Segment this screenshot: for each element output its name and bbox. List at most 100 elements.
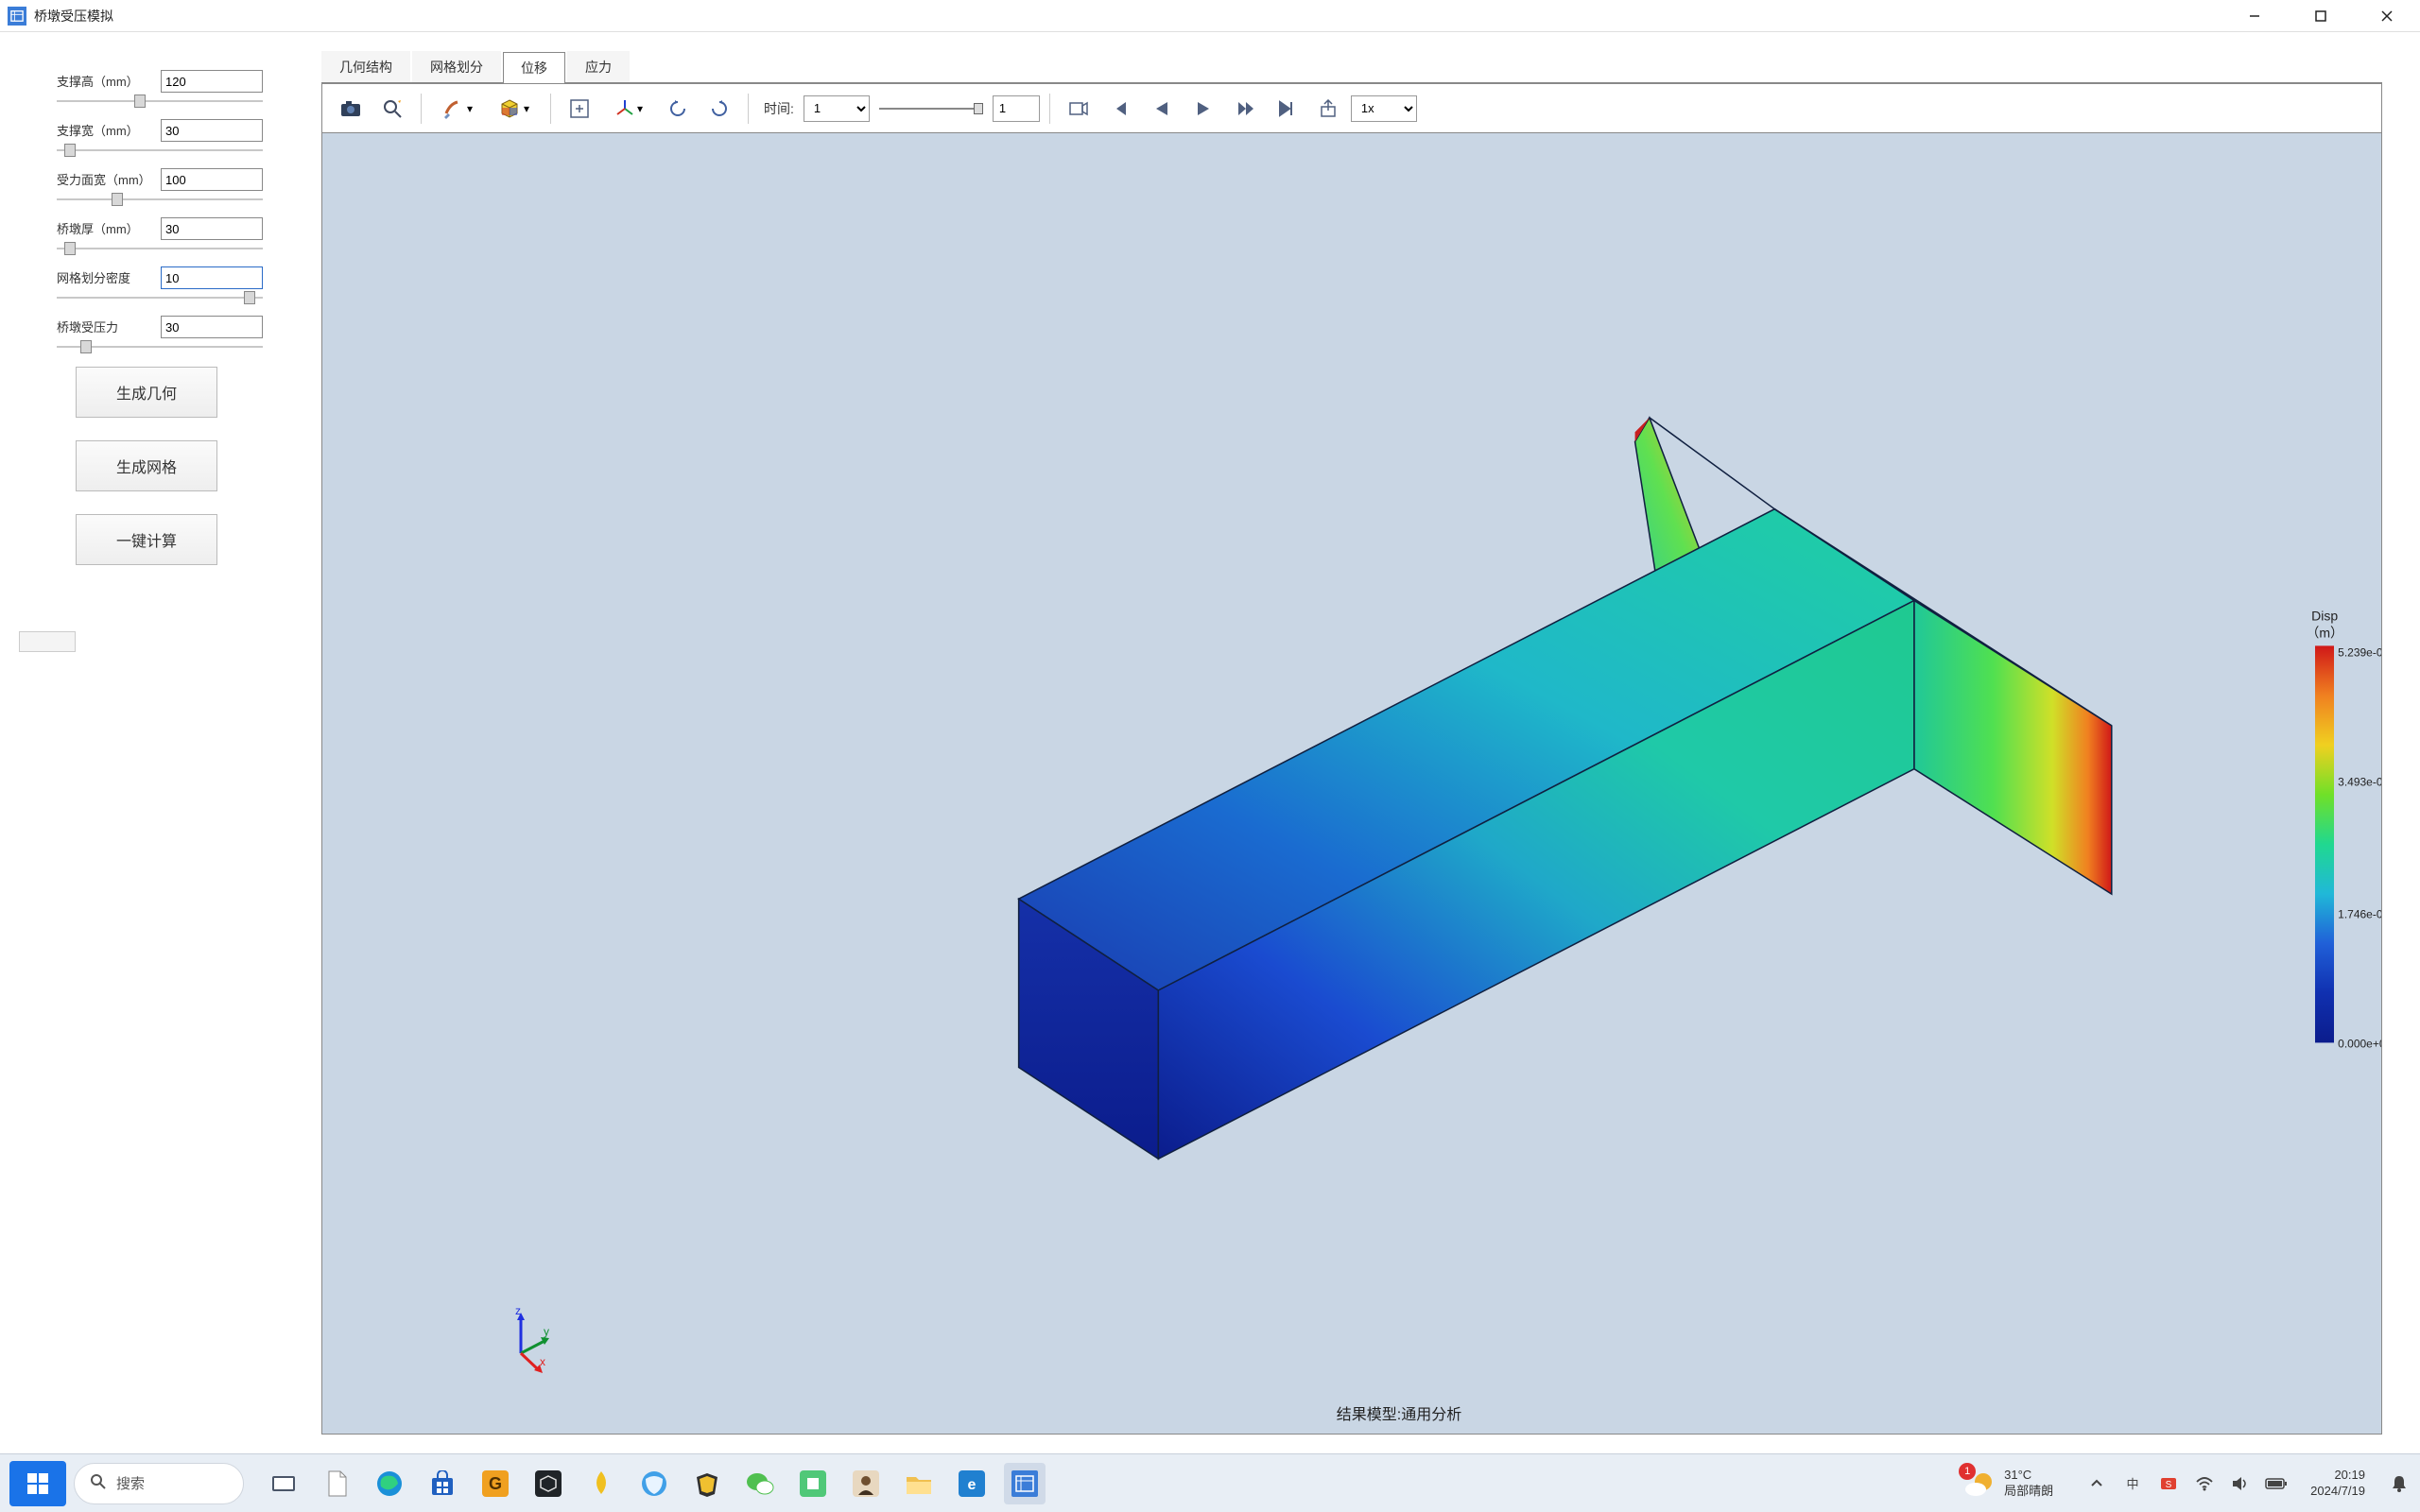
file-icon[interactable] <box>316 1463 357 1504</box>
param-input[interactable] <box>161 119 263 142</box>
generate-mesh-button[interactable]: 生成网格 <box>76 440 217 491</box>
taskbar-search[interactable]: 搜索 <box>74 1463 244 1504</box>
weather-icon: 1 <box>1962 1467 1996 1501</box>
parameter-sidebar: 支撑高（mm）支撑宽（mm）受力面宽（mm）桥墩厚（mm）网格划分密度桥墩受压力… <box>0 32 321 1453</box>
taskbar-clock[interactable]: 20:19 2024/7/19 <box>2310 1468 2365 1500</box>
windows-taskbar: 搜索 G e 1 31°C 局部晴朗 中 S <box>0 1453 2420 1512</box>
param-input[interactable] <box>161 168 263 191</box>
compute-button[interactable]: 一键计算 <box>76 514 217 565</box>
battery-icon[interactable] <box>2265 1472 2288 1495</box>
record-icon[interactable] <box>1060 92 1098 126</box>
minimize-button[interactable] <box>2221 0 2288 31</box>
next-icon[interactable] <box>1226 92 1264 126</box>
param-row: 受力面宽（mm） <box>57 168 302 191</box>
tab-1[interactable]: 网格划分 <box>412 51 501 82</box>
app-p-icon[interactable]: e <box>951 1463 993 1504</box>
app-icon <box>8 7 26 26</box>
param-input[interactable] <box>161 70 263 93</box>
legend-tick: 0.000e+00 <box>2338 1037 2382 1050</box>
svg-text:S: S <box>2166 1480 2172 1490</box>
ime-icon[interactable]: 中 <box>2121 1472 2144 1495</box>
notifications-icon[interactable] <box>2388 1472 2411 1495</box>
rotate-left-icon[interactable] <box>659 92 697 126</box>
svg-text:z: z <box>515 1304 521 1317</box>
viewport-gutter <box>322 133 417 1434</box>
param-input[interactable] <box>161 266 263 289</box>
param-slider[interactable] <box>57 193 263 198</box>
param-slider[interactable] <box>57 291 263 297</box>
param-slider[interactable] <box>57 94 263 100</box>
app-green-icon[interactable] <box>792 1463 834 1504</box>
axis-gizmo: z y x <box>493 1301 568 1377</box>
current-app-icon[interactable] <box>1004 1463 1046 1504</box>
result-tabs: 几何结构网格划分位移应力 <box>321 51 2382 83</box>
tab-3[interactable]: 应力 <box>567 51 630 82</box>
param-input[interactable] <box>161 217 263 240</box>
speed-select[interactable]: 1x <box>1351 95 1417 122</box>
generate-geometry-button[interactable]: 生成几何 <box>76 367 217 418</box>
svg-text:y: y <box>544 1325 549 1338</box>
brush-dropdown-icon[interactable]: ▾ <box>431 92 484 126</box>
first-icon[interactable] <box>1101 92 1139 126</box>
search-icon <box>90 1473 107 1493</box>
last-icon[interactable] <box>1268 92 1305 126</box>
viewport-toolbar: ▾ ▾ ▾ 时间: 1 1x <box>322 84 2381 133</box>
tab-0[interactable]: 几何结构 <box>321 51 410 82</box>
weather-widget[interactable]: 1 31°C 局部晴朗 <box>1962 1467 2053 1501</box>
explorer-icon[interactable] <box>898 1463 940 1504</box>
app-shield-icon[interactable] <box>686 1463 728 1504</box>
clock-time: 20:19 <box>2310 1468 2365 1484</box>
system-tray: 1 31°C 局部晴朗 中 S 20:19 2024/7/19 <box>1962 1467 2411 1501</box>
store-icon[interactable] <box>422 1463 463 1504</box>
legend-tick: 1.746e-07 <box>2338 908 2382 921</box>
param-label: 支撑高（mm） <box>57 72 161 90</box>
param-label: 网格划分密度 <box>57 268 161 286</box>
collapse-toggle[interactable] <box>19 631 76 652</box>
tab-2[interactable]: 位移 <box>503 52 565 83</box>
step-input[interactable] <box>993 95 1040 122</box>
axes-icon[interactable]: ▾ <box>602 92 655 126</box>
color-legend: Disp （m） 5.239e-073.493e-071.746e-070.00… <box>2306 608 2343 1046</box>
time-label: 时间: <box>764 99 794 118</box>
app-drop-icon[interactable] <box>580 1463 622 1504</box>
volume-icon[interactable] <box>2229 1472 2252 1495</box>
window-controls <box>2221 0 2420 31</box>
time-select[interactable]: 1 <box>804 95 870 122</box>
canvas-frame: ▾ ▾ ▾ 时间: 1 1x <box>321 83 2382 1435</box>
weather-temp: 31°C <box>2004 1468 2053 1484</box>
legend-tick: 3.493e-07 <box>2338 775 2382 788</box>
app-tray-icon[interactable]: S <box>2157 1472 2180 1495</box>
rotate-right-icon[interactable] <box>700 92 738 126</box>
svg-text:e: e <box>968 1477 977 1493</box>
param-slider[interactable] <box>57 340 263 346</box>
export-icon[interactable] <box>1309 92 1347 126</box>
taskview-icon[interactable] <box>263 1463 304 1504</box>
window-title: 桥墩受压模拟 <box>34 7 113 26</box>
browser2-icon[interactable] <box>633 1463 675 1504</box>
legend-title: Disp <box>2306 608 2343 623</box>
wifi-icon[interactable] <box>2193 1472 2216 1495</box>
param-slider[interactable] <box>57 242 263 248</box>
edge-icon[interactable] <box>369 1463 410 1504</box>
camera-icon[interactable] <box>332 92 370 126</box>
close-button[interactable] <box>2354 0 2420 31</box>
zoom-icon[interactable] <box>373 92 411 126</box>
start-button[interactable] <box>9 1461 66 1506</box>
param-slider[interactable] <box>57 144 263 149</box>
app-g-icon[interactable]: G <box>475 1463 516 1504</box>
prev-icon[interactable] <box>1143 92 1181 126</box>
play-icon[interactable] <box>1184 92 1222 126</box>
result-caption: 结果模型:通用分析 <box>1337 1401 1461 1424</box>
maximize-button[interactable] <box>2288 0 2354 31</box>
app-cube-icon[interactable] <box>527 1463 569 1504</box>
param-input[interactable] <box>161 316 263 338</box>
param-label: 支撑宽（mm） <box>57 121 161 139</box>
viewport[interactable]: z y x Disp （m） 5.239e-073.493e-071.746e-… <box>417 133 2381 1434</box>
fit-icon[interactable] <box>561 92 598 126</box>
time-slider[interactable] <box>879 103 983 114</box>
wechat-icon[interactable] <box>739 1463 781 1504</box>
tray-chevron-icon[interactable] <box>2085 1472 2108 1495</box>
param-row: 网格划分密度 <box>57 266 302 289</box>
cube-dropdown-icon[interactable]: ▾ <box>488 92 541 126</box>
app-avatar-icon[interactable] <box>845 1463 887 1504</box>
